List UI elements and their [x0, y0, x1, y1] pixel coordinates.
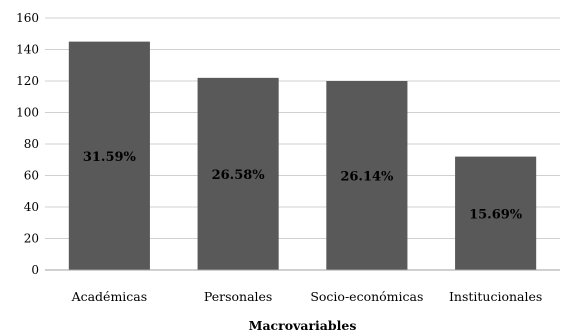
y-tick-label: 80 — [24, 137, 39, 151]
bar — [68, 41, 150, 270]
bar-data-label: 31.59% — [83, 150, 137, 165]
bar-data-label: 15.69% — [469, 207, 523, 222]
x-axis-ticks: Académicas Personales Socio-económicas Inst… — [71, 289, 543, 304]
y-tick-label: 20 — [24, 232, 39, 246]
bar — [455, 156, 537, 270]
bar-data-label: 26.58% — [212, 168, 266, 183]
y-tick-label: 160 — [16, 11, 39, 25]
x-tick-label: Institucionales — [449, 289, 542, 304]
y-tick-label: 100 — [16, 106, 39, 120]
x-tick-label: Socio-económicas — [310, 289, 423, 304]
y-tick-label: 40 — [24, 200, 39, 214]
y-tick-label: 0 — [31, 263, 39, 277]
x-axis-title: Macrovariables — [249, 318, 357, 333]
bar — [197, 77, 279, 270]
data-labels: 31.59% 26.58% 26.14% 15.69% — [83, 150, 523, 222]
x-tick-label: Personales — [204, 289, 272, 304]
y-axis-ticks: 0 20 40 60 80 100 120 140 160 — [16, 11, 39, 277]
x-tick-label: Académicas — [71, 289, 148, 304]
y-tick-label: 120 — [16, 74, 39, 88]
bar-data-label: 26.14% — [340, 170, 394, 185]
y-tick-label: 60 — [24, 169, 39, 183]
bar — [326, 81, 408, 270]
bars — [68, 41, 537, 270]
y-tick-label: 140 — [16, 43, 39, 57]
